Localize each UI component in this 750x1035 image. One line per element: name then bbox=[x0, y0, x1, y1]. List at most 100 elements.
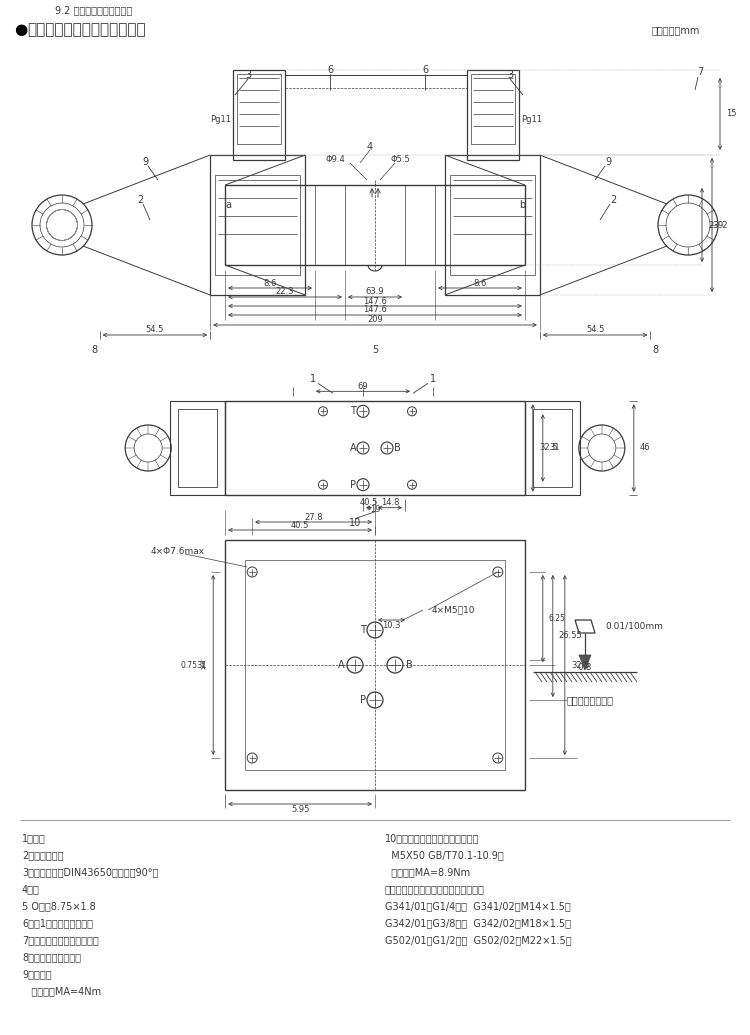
Text: 2: 2 bbox=[610, 195, 616, 205]
Text: 6用于1个电磁铁阀的堵头: 6用于1个电磁铁阀的堵头 bbox=[22, 918, 93, 928]
Bar bbox=[210, 155, 305, 295]
Bar bbox=[225, 540, 525, 790]
Text: 5.95: 5.95 bbox=[291, 805, 309, 815]
Bar bbox=[471, 73, 515, 144]
Text: 14.8: 14.8 bbox=[381, 498, 399, 507]
Text: 8.6: 8.6 bbox=[263, 278, 277, 288]
Text: 4×Φ7.6max: 4×Φ7.6max bbox=[150, 548, 204, 557]
Text: G342/01（G3/8），  G342/02（M18×1.5）: G342/01（G3/8）， G342/02（M18×1.5） bbox=[385, 918, 571, 928]
Text: 40.5: 40.5 bbox=[360, 498, 378, 507]
Text: 4: 4 bbox=[367, 142, 373, 152]
Text: Pg11: Pg11 bbox=[210, 116, 231, 124]
Text: 对安装底面的要求: 对安装底面的要求 bbox=[566, 694, 614, 705]
Bar bbox=[225, 402, 525, 495]
Text: 6: 6 bbox=[327, 65, 333, 75]
Text: 92: 92 bbox=[718, 220, 728, 230]
Text: 9: 9 bbox=[142, 157, 148, 167]
Text: 5 O形圈8.75×1.8: 5 O形圈8.75×1.8 bbox=[22, 901, 96, 911]
Text: 46: 46 bbox=[640, 444, 650, 452]
Text: 4标牌: 4标牌 bbox=[22, 884, 40, 894]
Text: 32.5: 32.5 bbox=[538, 444, 557, 452]
Text: 22.3: 22.3 bbox=[276, 288, 294, 296]
Bar bbox=[445, 155, 540, 295]
Bar bbox=[237, 73, 280, 144]
Text: 2手动应急操作: 2手动应急操作 bbox=[22, 850, 64, 860]
Text: 63.9: 63.9 bbox=[366, 288, 384, 296]
Text: Pg11: Pg11 bbox=[521, 116, 542, 124]
Bar bbox=[232, 70, 285, 160]
Text: 拧紧扭矩MA=4Nm: 拧紧扭矩MA=4Nm bbox=[22, 986, 101, 996]
Text: 147.6: 147.6 bbox=[363, 305, 387, 315]
Text: 0.01/100mm: 0.01/100mm bbox=[605, 621, 663, 630]
Bar bbox=[225, 185, 525, 265]
Bar bbox=[245, 560, 505, 770]
Text: 10.3: 10.3 bbox=[382, 621, 400, 630]
Text: 15: 15 bbox=[726, 110, 736, 118]
Text: 31: 31 bbox=[549, 444, 560, 452]
Text: 31: 31 bbox=[196, 660, 207, 670]
Text: 10阀固定螺钉：〔必须单独订货〕: 10阀固定螺钉：〔必须单独订货〕 bbox=[385, 833, 479, 842]
Bar bbox=[178, 409, 218, 486]
Text: b: b bbox=[519, 200, 525, 210]
Text: 54.5: 54.5 bbox=[146, 325, 164, 334]
Text: M5X50 GB/T70.1-10.9级: M5X50 GB/T70.1-10.9级 bbox=[385, 850, 504, 860]
Text: 6: 6 bbox=[422, 65, 428, 75]
Text: A: A bbox=[338, 660, 344, 670]
Text: 54.5: 54.5 bbox=[586, 325, 604, 334]
Text: B: B bbox=[406, 660, 412, 670]
Text: 8: 8 bbox=[92, 345, 98, 355]
Text: 1电磁铁: 1电磁铁 bbox=[22, 833, 46, 842]
Text: 10: 10 bbox=[349, 518, 361, 528]
Text: 9: 9 bbox=[605, 157, 611, 167]
Text: G502/01（G1/2），  G502/02（M22×1.5）: G502/01（G1/2）， G502/02（M22×1.5） bbox=[385, 935, 572, 945]
Text: 拧紧扭矩MA=8.9Nm: 拧紧扭矩MA=8.9Nm bbox=[385, 867, 470, 877]
Text: Φ9.4: Φ9.4 bbox=[326, 155, 345, 165]
Text: 3: 3 bbox=[245, 70, 251, 80]
Text: 8取下线圈所需的空间: 8取下线圈所需的空间 bbox=[22, 952, 81, 962]
Text: 209: 209 bbox=[368, 316, 382, 325]
Text: 0.8: 0.8 bbox=[578, 662, 592, 672]
Text: 4×M5；10: 4×M5；10 bbox=[431, 605, 475, 615]
Text: 0.75: 0.75 bbox=[180, 660, 197, 670]
Text: 9紧固螺母: 9紧固螺母 bbox=[22, 969, 52, 979]
Text: 7取下插入式接头所需的空间: 7取下插入式接头所需的空间 bbox=[22, 935, 99, 945]
Text: 8.6: 8.6 bbox=[473, 278, 487, 288]
Text: P: P bbox=[350, 479, 356, 490]
Bar bbox=[525, 402, 580, 495]
Text: 69: 69 bbox=[358, 382, 368, 391]
Text: A: A bbox=[350, 443, 356, 453]
Text: P: P bbox=[360, 694, 366, 705]
Text: 26.55: 26.55 bbox=[559, 631, 583, 641]
Text: 1: 1 bbox=[430, 375, 436, 384]
Text: B: B bbox=[394, 443, 400, 453]
Text: 9.2 三位阀尺寸，宽电压型: 9.2 三位阀尺寸，宽电压型 bbox=[55, 5, 132, 14]
Polygon shape bbox=[579, 655, 591, 670]
Bar bbox=[170, 402, 225, 495]
Text: 5: 5 bbox=[372, 345, 378, 355]
Text: 元件尺寸：带交流电磁铁的阀: 元件尺寸：带交流电磁铁的阀 bbox=[27, 23, 146, 37]
Text: Φ5.5: Φ5.5 bbox=[390, 155, 410, 165]
Text: T: T bbox=[350, 407, 356, 416]
Text: 19: 19 bbox=[370, 504, 380, 513]
Text: ●: ● bbox=[14, 23, 27, 37]
Bar bbox=[215, 175, 300, 275]
Text: 3插入式接头按DIN43650（可旋转90°）: 3插入式接头按DIN43650（可旋转90°） bbox=[22, 867, 158, 877]
Text: 8: 8 bbox=[652, 345, 658, 355]
Bar bbox=[532, 409, 572, 486]
Text: 3: 3 bbox=[507, 70, 513, 80]
Text: 147.6: 147.6 bbox=[363, 296, 387, 305]
Text: T: T bbox=[360, 625, 366, 635]
Text: 尺寸单位：mm: 尺寸单位：mm bbox=[652, 25, 700, 35]
Text: 23: 23 bbox=[708, 220, 718, 230]
Bar bbox=[450, 175, 535, 275]
Text: G341/01（G1/4），  G341/02（M14×1.5）: G341/01（G1/4）， G341/02（M14×1.5） bbox=[385, 901, 571, 911]
Text: 6.25: 6.25 bbox=[549, 614, 566, 623]
Text: a: a bbox=[225, 200, 231, 210]
Text: 32.5: 32.5 bbox=[571, 660, 590, 670]
Text: 1: 1 bbox=[310, 375, 316, 384]
Text: 27.8: 27.8 bbox=[304, 512, 323, 522]
Bar bbox=[467, 70, 519, 160]
Text: 7: 7 bbox=[697, 67, 703, 77]
Text: 如需连接底板，必须单独订货，型号：: 如需连接底板，必须单独订货，型号： bbox=[385, 884, 484, 894]
Text: 40.5: 40.5 bbox=[291, 521, 309, 530]
